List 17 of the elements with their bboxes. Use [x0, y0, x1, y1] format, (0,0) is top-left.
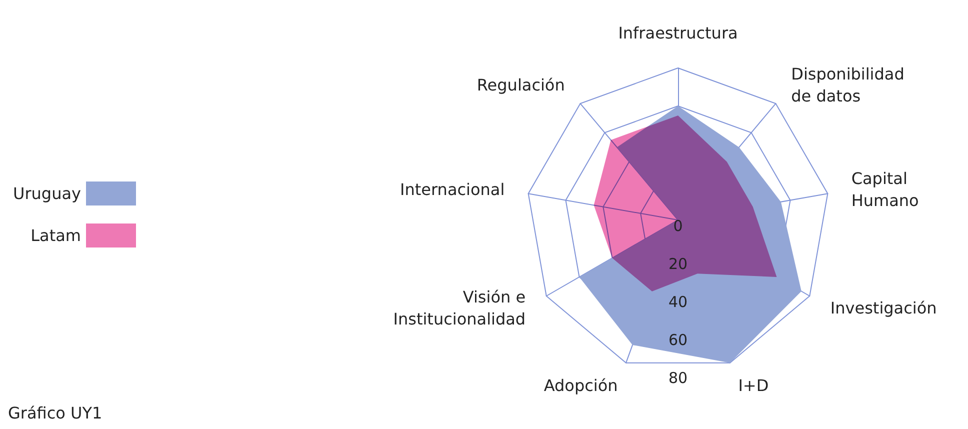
- y-tick-label: 40: [668, 293, 688, 311]
- legend-label: Uruguay: [13, 184, 81, 203]
- spoke-label: Disponibilidad de datos: [791, 64, 904, 106]
- y-tick-label: 60: [668, 331, 688, 349]
- spoke-label: Investigación: [830, 298, 937, 318]
- spoke-label: I+D: [738, 376, 769, 395]
- spoke-label: Visión e Institucionalidad: [393, 288, 526, 328]
- y-tick-label: 0: [673, 217, 683, 235]
- y-tick-label: 20: [668, 255, 688, 273]
- spoke-label: Infraestructura: [618, 24, 738, 42]
- spoke-label: Adopción: [544, 376, 618, 395]
- spoke-label: Regulación: [476, 76, 565, 95]
- legend-label: Latam: [30, 226, 81, 245]
- y-tick-label: 80: [668, 369, 688, 387]
- spoke-label: Capital Humano: [851, 168, 919, 210]
- text: Gráfico UY1: [8, 404, 102, 422]
- spoke-label: Internacional: [400, 180, 505, 199]
